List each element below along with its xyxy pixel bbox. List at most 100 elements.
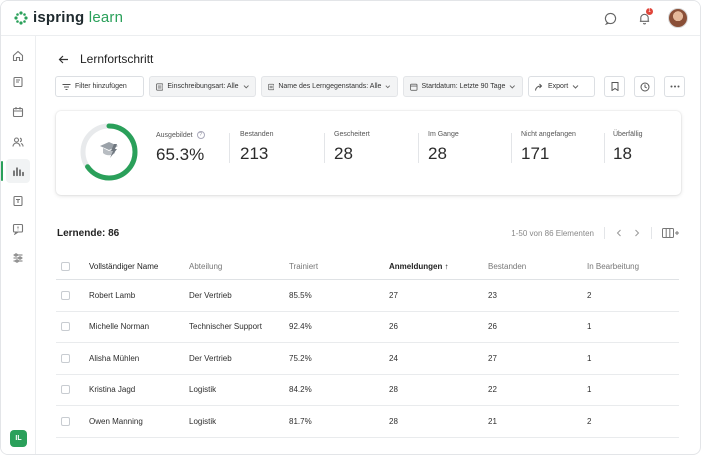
- sidebar: IL: [1, 36, 36, 454]
- graduation-cap-icon: [100, 142, 118, 158]
- bookmark-button[interactable]: [604, 76, 625, 97]
- column-trained-cell: 84.2%: [289, 385, 312, 395]
- user-initials-badge[interactable]: IL: [10, 430, 27, 447]
- add-filter-button[interactable]: Filter hinzufügen: [55, 76, 144, 97]
- chevron-right-icon[interactable]: [633, 229, 641, 237]
- column-enrollments-cell: 28: [389, 385, 398, 395]
- learners-count: Lernende: 86: [57, 228, 120, 239]
- list-icon: [156, 82, 164, 91]
- list-icon: [268, 83, 275, 90]
- column-full-name-cell[interactable]: Alisha Mühlen: [89, 353, 140, 363]
- column-full-name-cell[interactable]: Robert Lamb: [89, 290, 136, 300]
- stat-not-started: Nicht angefangen 171: [521, 131, 576, 163]
- notifications-bell-icon[interactable]: 1: [634, 8, 654, 28]
- user-avatar[interactable]: [668, 8, 688, 28]
- bookmark-icon: [611, 82, 618, 91]
- column-passed-cell: 27: [488, 353, 497, 363]
- table-row[interactable]: Michelle Norman Technischer Support 92.4% 2…: [56, 312, 679, 343]
- column-trained-header[interactable]: Trainiert: [289, 262, 319, 271]
- column-in-progress-cell: 1: [587, 322, 592, 332]
- export-button[interactable]: Export: [528, 76, 595, 97]
- column-in-progress-header[interactable]: In Bearbeitung: [587, 262, 640, 271]
- top-bar: ispring learn 1: [1, 1, 700, 36]
- stat-divider: [229, 133, 230, 163]
- column-passed-cell: 26: [488, 322, 497, 332]
- row-checkbox[interactable]: [61, 416, 70, 426]
- stat-passed-value: 213: [240, 144, 269, 163]
- users-icon[interactable]: [6, 130, 30, 154]
- column-full-name-cell[interactable]: Owen Manning: [89, 416, 143, 426]
- row-checkbox[interactable]: [61, 385, 70, 395]
- column-trained-cell: 92.4%: [289, 322, 312, 332]
- stat-passed: Bestanden 213: [240, 131, 274, 163]
- column-full-name-header[interactable]: Vollständiger Name: [89, 262, 159, 271]
- page-title: Lernfortschritt: [80, 52, 154, 66]
- chevron-down-icon: [385, 85, 391, 89]
- help-icon[interactable]: ?: [196, 131, 205, 139]
- column-passed-header[interactable]: Bestanden: [488, 262, 527, 271]
- column-passed-cell: 22: [488, 385, 497, 395]
- row-checkbox[interactable]: [61, 353, 70, 363]
- column-department-cell: Logistik: [189, 416, 217, 426]
- row-checkbox[interactable]: [61, 322, 70, 332]
- stat-divider: [324, 133, 325, 163]
- column-passed-cell: 23: [488, 290, 497, 300]
- column-in-progress-cell: 1: [587, 385, 592, 395]
- back-arrow-icon[interactable]: [56, 52, 70, 66]
- home-icon[interactable]: [6, 44, 30, 68]
- column-department-header[interactable]: Abteilung: [189, 262, 223, 271]
- stat-overdue: Überfällig 18: [613, 131, 643, 163]
- stat-in-progress-value: 28: [428, 144, 447, 163]
- calendar-icon: [410, 83, 418, 91]
- column-full-name-cell[interactable]: Kristina Jagd: [89, 385, 136, 395]
- column-department-cell: Der Vertrieb: [189, 353, 232, 363]
- table-row[interactable]: Alisha Mühlen Der Vertrieb 75.2% 24 27 1: [56, 343, 679, 375]
- stat-divider: [604, 133, 605, 163]
- column-enrollments-cell: 28: [389, 416, 398, 426]
- stat-in-progress: Im Gange 28: [428, 131, 459, 163]
- chat-icon[interactable]: [600, 8, 620, 28]
- column-enrollments-header[interactable]: Anmeldungen ↑: [389, 262, 449, 271]
- chat-question-icon[interactable]: [6, 217, 30, 241]
- enrollment-type-filter[interactable]: Einschreibungsart: Alle: [149, 76, 256, 97]
- trained-progress-donut: [80, 123, 138, 181]
- column-department-cell: Der Vertrieb: [189, 290, 232, 300]
- chevron-down-icon: [510, 85, 516, 89]
- row-checkbox[interactable]: [61, 290, 70, 300]
- table-row[interactable]: Kristina Jagd Logistik 84.2% 28 22 1: [56, 375, 679, 406]
- start-date-filter[interactable]: Startdatum: Letzte 90 Tage: [403, 76, 523, 97]
- stat-overdue-value: 18: [613, 144, 632, 163]
- stats-card: Ausgebildet? 65.3% Bestanden 213 Geschei…: [56, 111, 681, 195]
- document-icon[interactable]: [6, 189, 30, 213]
- share-arrow-icon: [535, 83, 543, 91]
- item-name-filter[interactable]: Name des Lerngegenstands: Alle: [261, 76, 398, 97]
- sliders-icon[interactable]: [6, 246, 30, 270]
- chevron-down-icon: [243, 85, 249, 89]
- book-icon[interactable]: [6, 70, 30, 94]
- stat-divider: [511, 133, 512, 163]
- notification-badge: 1: [646, 8, 653, 15]
- chart-bar-icon[interactable]: [1, 159, 30, 183]
- table-header-row: Vollständiger Name Abteilung Trainiert Anme…: [56, 254, 679, 280]
- logo[interactable]: ispring learn: [13, 9, 123, 26]
- select-all-checkbox[interactable]: [61, 262, 70, 271]
- chevron-left-icon[interactable]: [615, 229, 623, 237]
- logo-text: ispring learn: [33, 9, 124, 26]
- ispring-logo-icon: [14, 10, 28, 25]
- divider: [604, 227, 605, 239]
- column-trained-cell: 85.5%: [289, 290, 312, 300]
- column-enrollments-cell: 24: [389, 353, 398, 363]
- more-options-button[interactable]: [664, 76, 685, 97]
- more-horizontal-icon: [670, 85, 679, 88]
- column-in-progress-cell: 2: [587, 290, 592, 300]
- table-row[interactable]: Robert Lamb Der Vertrieb 85.5% 27 23 2: [56, 280, 679, 312]
- columns-add-icon[interactable]: [662, 228, 680, 238]
- column-full-name-cell[interactable]: Michelle Norman: [89, 322, 150, 332]
- stat-divider: [418, 133, 419, 163]
- column-trained-cell: 75.2%: [289, 353, 312, 363]
- history-button[interactable]: [634, 76, 655, 97]
- filter-icon: [62, 83, 71, 90]
- calendar-icon[interactable]: [6, 100, 30, 124]
- table-row[interactable]: Owen Manning Logistik 81.7% 28 21 2: [56, 406, 679, 438]
